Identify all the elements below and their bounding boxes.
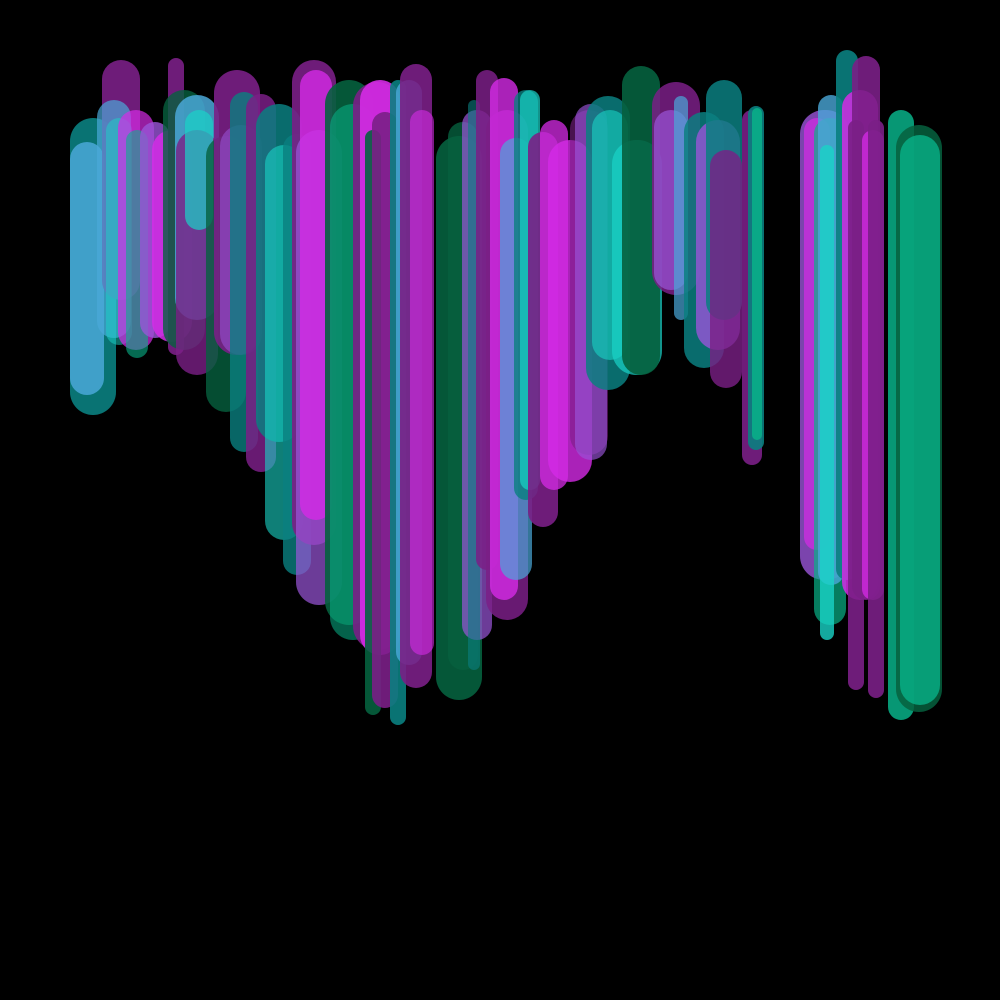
stripe <box>70 142 104 395</box>
stripe <box>900 135 940 705</box>
stripe <box>752 108 762 440</box>
stripe <box>622 66 660 375</box>
stripe <box>820 145 834 640</box>
stripe <box>300 70 332 520</box>
stripe <box>710 150 742 388</box>
stripe <box>410 110 434 655</box>
stripe <box>868 120 884 698</box>
